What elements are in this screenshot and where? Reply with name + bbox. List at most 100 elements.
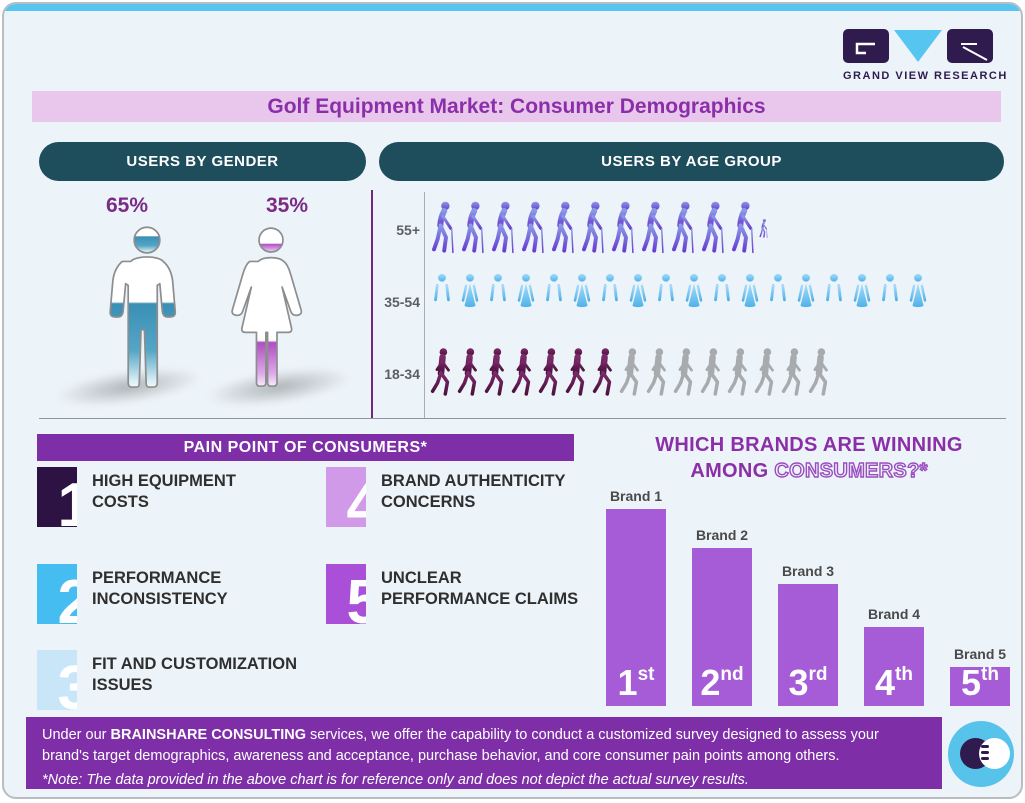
walking-person-icon (565, 348, 585, 396)
standing-adult-icon (882, 273, 898, 322)
brand-rank-label: 2nd (700, 662, 744, 703)
pain-number: 4 (347, 475, 366, 528)
venn-dash (981, 757, 989, 760)
brand-bar-column: Brand 2 2nd (692, 527, 752, 706)
brand-bar: 4th (864, 627, 924, 706)
brand-label: Brand 3 (781, 563, 835, 579)
age-row-label: 18-34 (384, 366, 420, 382)
pain-point-label: UNCLEAR PERFORMANCE CLAIMS (381, 569, 579, 609)
walking-person-icon (538, 348, 558, 396)
brands-bar-chart: Brand 1 1st Brand 2 2nd Brand 3 3rd Brand 4 4th… (606, 488, 1010, 706)
brand-bar: 2nd (692, 548, 752, 706)
standing-adult-icon (546, 273, 562, 322)
brand-bar: 3rd (778, 584, 838, 706)
walking-person-icon (700, 348, 720, 396)
section-divider (371, 190, 373, 419)
walking-person-icon (673, 348, 693, 396)
standing-adult-icon (658, 273, 674, 322)
brand-bar-column: Brand 4 4th (864, 606, 924, 706)
age-chart-axis (424, 192, 425, 419)
footer-bold-brainshare: BRAINSHARE CONSULTING (110, 727, 306, 743)
pain-number-badge: 4 (326, 467, 366, 527)
users-by-age-group-header: USERS BY AGE GROUP (379, 142, 1004, 181)
walking-person-icon (619, 348, 639, 396)
elderly-with-cane-icon (732, 201, 754, 254)
standing-adult-icon (602, 273, 618, 322)
elderly-with-cane-icon (522, 201, 544, 254)
elderly-with-cane-icon (582, 201, 604, 254)
standing-adult-icon (797, 273, 815, 322)
walking-person-icon (511, 348, 531, 396)
age-row-figures (428, 194, 769, 262)
elderly-with-cane-icon (759, 218, 768, 238)
chart-baseline (39, 418, 1006, 419)
walking-person-icon (484, 348, 504, 396)
standing-adult-icon (909, 273, 927, 322)
footer-note: *Note: The data provided in the above ch… (42, 772, 749, 789)
brand-bar: 1st (606, 509, 666, 706)
top-accent-strip (4, 4, 1021, 11)
walking-person-icon (781, 348, 801, 396)
brand-rank-label: 3rd (788, 662, 828, 703)
standing-adult-icon (826, 273, 842, 322)
standing-adult-icon (573, 273, 591, 322)
walking-person-icon (646, 348, 666, 396)
brainshare-venn-icon (948, 721, 1014, 787)
brand-bar-column: Brand 3 3rd (778, 563, 838, 706)
male-percentage: 65% (106, 194, 149, 217)
elderly-with-cane-icon (672, 201, 694, 254)
brand-bar: 5th (950, 662, 1010, 706)
footer-sentence: Under our BRAINSHARE CONSULTING services… (42, 727, 879, 765)
pain-point-label: HIGH EQUIPMENT COSTS (92, 472, 236, 512)
elderly-with-cane-icon (612, 201, 634, 254)
logo-r-icon (947, 29, 993, 63)
venn-dash (981, 751, 989, 754)
pain-point-label: FIT AND CUSTOMIZATION ISSUES (92, 655, 298, 695)
standing-adult-icon (629, 273, 647, 322)
male-figure-icon (109, 226, 177, 388)
walking-person-icon (808, 348, 828, 396)
standing-adult-icon (685, 273, 703, 322)
standing-adult-icon (714, 273, 730, 322)
standing-adult-icon (770, 273, 786, 322)
female-percentage: 35% (266, 194, 309, 217)
female-figure-icon (231, 227, 303, 388)
logo-wordmark: GRAND VIEW RESEARCH (843, 70, 1008, 82)
walking-person-icon (754, 348, 774, 396)
brand-bar-column: Brand 5 5th (950, 646, 1010, 706)
logo-v-icon (894, 30, 942, 62)
brand-bar-column: Brand 1 1st (606, 488, 666, 706)
standing-adult-icon (517, 273, 535, 322)
pain-point-label: PERFORMANCE INCONSISTENCY (92, 569, 228, 609)
elderly-with-cane-icon (642, 201, 664, 254)
pain-number: 3 (58, 658, 77, 711)
footer-text-box: Under our BRAINSHARE CONSULTING services… (26, 717, 942, 789)
walking-person-icon (727, 348, 747, 396)
pain-number-badge: 1 (37, 467, 77, 527)
venn-dash (981, 745, 989, 748)
elderly-with-cane-icon (462, 201, 484, 254)
brand-rank-label: 5th (961, 662, 999, 703)
elderly-with-cane-icon (702, 201, 724, 254)
standing-adult-icon (490, 273, 506, 322)
walking-person-icon (457, 348, 477, 396)
age-row-figures (428, 338, 833, 406)
standing-adult-icon (853, 273, 871, 322)
page-title: Golf Equipment Market: Consumer Demograp… (32, 91, 1001, 122)
age-row-figures (428, 266, 932, 334)
pain-number: 1 (58, 475, 77, 528)
brand-rank-label: 1st (617, 662, 655, 703)
brand-label: Brand 5 (953, 646, 1007, 662)
walking-person-icon (430, 348, 450, 396)
standing-adult-icon (461, 273, 479, 322)
elderly-with-cane-icon (552, 201, 574, 254)
grand-view-research-logo: GRAND VIEW RESEARCH (843, 28, 1008, 82)
logo-gvr-blocks (843, 28, 993, 64)
pain-number-badge: 5 (326, 564, 366, 624)
